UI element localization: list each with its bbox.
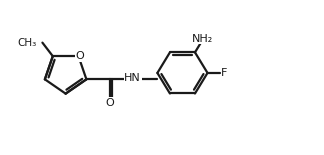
Text: CH₃: CH₃: [17, 38, 37, 48]
Text: HN: HN: [124, 73, 141, 83]
Text: F: F: [221, 68, 227, 78]
Text: O: O: [105, 98, 114, 108]
Text: O: O: [76, 51, 85, 61]
Text: NH₂: NH₂: [192, 34, 213, 44]
